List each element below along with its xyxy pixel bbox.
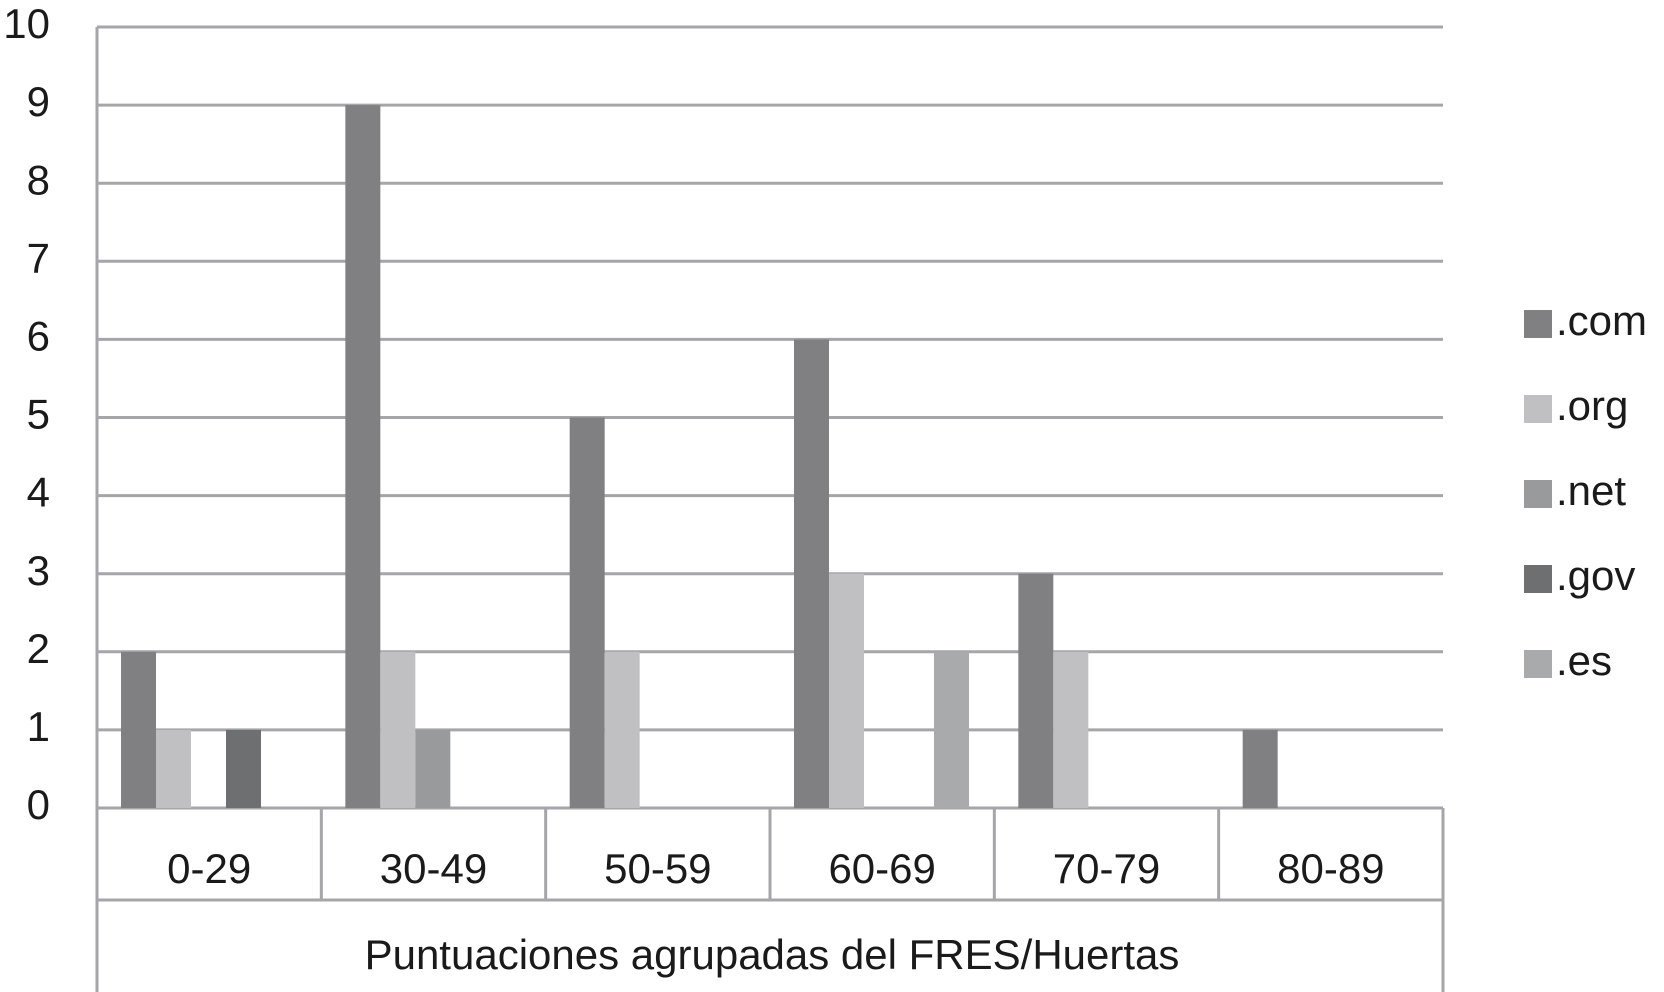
bar bbox=[934, 651, 969, 808]
legend-label: .net bbox=[1556, 467, 1626, 514]
legend-label: .es bbox=[1556, 637, 1612, 684]
legend-swatch bbox=[1524, 650, 1552, 678]
bar bbox=[380, 651, 416, 808]
y-tick-label: 3 bbox=[27, 547, 50, 594]
legend-label: .com bbox=[1556, 297, 1647, 344]
bar bbox=[604, 651, 640, 808]
x-tick-label: 30-49 bbox=[380, 845, 487, 892]
y-tick-label: 7 bbox=[27, 234, 50, 281]
y-tick-label: 10 bbox=[3, 0, 50, 47]
bar bbox=[345, 105, 381, 809]
bar bbox=[1018, 573, 1054, 808]
y-tick-label: 0 bbox=[27, 781, 50, 828]
legend-swatch bbox=[1524, 395, 1552, 423]
y-tick-label: 2 bbox=[27, 625, 50, 672]
bar bbox=[1053, 651, 1089, 808]
bar bbox=[415, 729, 451, 808]
x-tick-label: 60-69 bbox=[828, 845, 935, 892]
x-tick-label: 0-29 bbox=[167, 845, 251, 892]
x-tick-label: 80-89 bbox=[1277, 845, 1384, 892]
legend-swatch bbox=[1524, 565, 1552, 593]
x-tick-label: 70-79 bbox=[1053, 845, 1160, 892]
x-tick-label: 50-59 bbox=[604, 845, 711, 892]
bar bbox=[226, 729, 261, 808]
legend-swatch bbox=[1524, 480, 1552, 508]
y-tick-label: 6 bbox=[27, 312, 50, 359]
bar bbox=[121, 651, 156, 808]
bar bbox=[569, 417, 605, 808]
y-tick-label: 8 bbox=[27, 156, 50, 203]
bar bbox=[829, 573, 864, 808]
bar bbox=[794, 339, 829, 808]
x-axis-label: Puntuaciones agrupadas del FRES/Huertas bbox=[365, 931, 1180, 978]
bar bbox=[1242, 729, 1278, 808]
y-tick-label: 4 bbox=[27, 469, 50, 516]
y-tick-label: 9 bbox=[27, 78, 50, 125]
y-tick-label: 5 bbox=[27, 391, 50, 438]
legend-label: .org bbox=[1556, 382, 1628, 429]
bar bbox=[156, 729, 191, 808]
y-tick-label: 1 bbox=[27, 703, 50, 750]
legend-swatch bbox=[1524, 310, 1552, 338]
legend-label: .gov bbox=[1556, 552, 1635, 599]
